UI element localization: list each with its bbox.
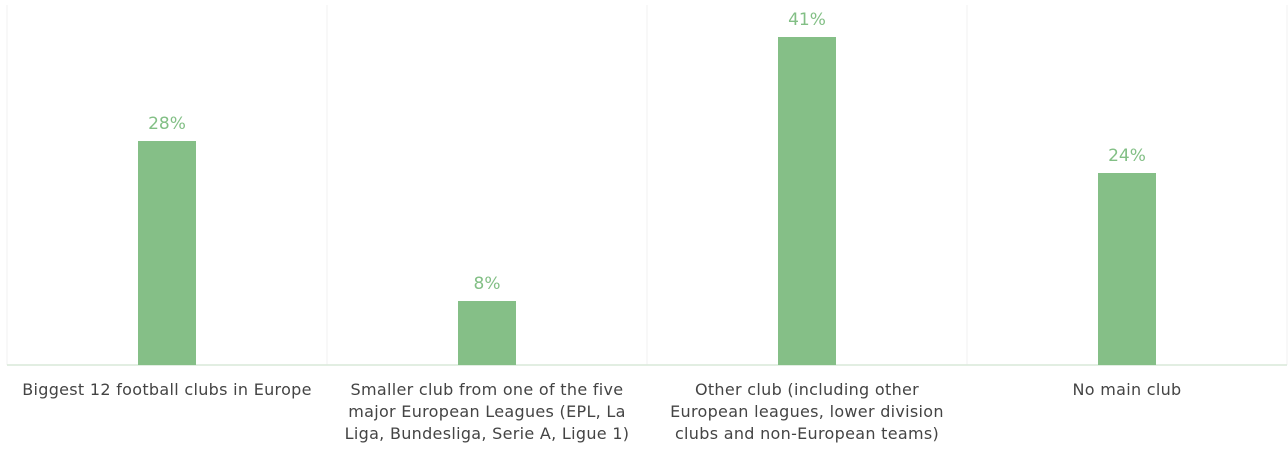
value-label: 28%	[148, 114, 186, 134]
x-tick-label: No main club	[1072, 380, 1182, 399]
x-tick-label: Other club (including other European lea…	[670, 380, 944, 443]
value-label: 8%	[474, 274, 501, 294]
bar	[778, 37, 836, 365]
x-tick-label: Biggest 12 football clubs in Europe	[22, 380, 312, 399]
bar	[1098, 173, 1156, 365]
value-label: 24%	[1108, 146, 1146, 166]
bar	[138, 141, 196, 365]
bar	[458, 301, 516, 365]
value-label: 41%	[788, 10, 826, 30]
x-tick-label: Smaller club from one of the five major …	[344, 380, 630, 443]
